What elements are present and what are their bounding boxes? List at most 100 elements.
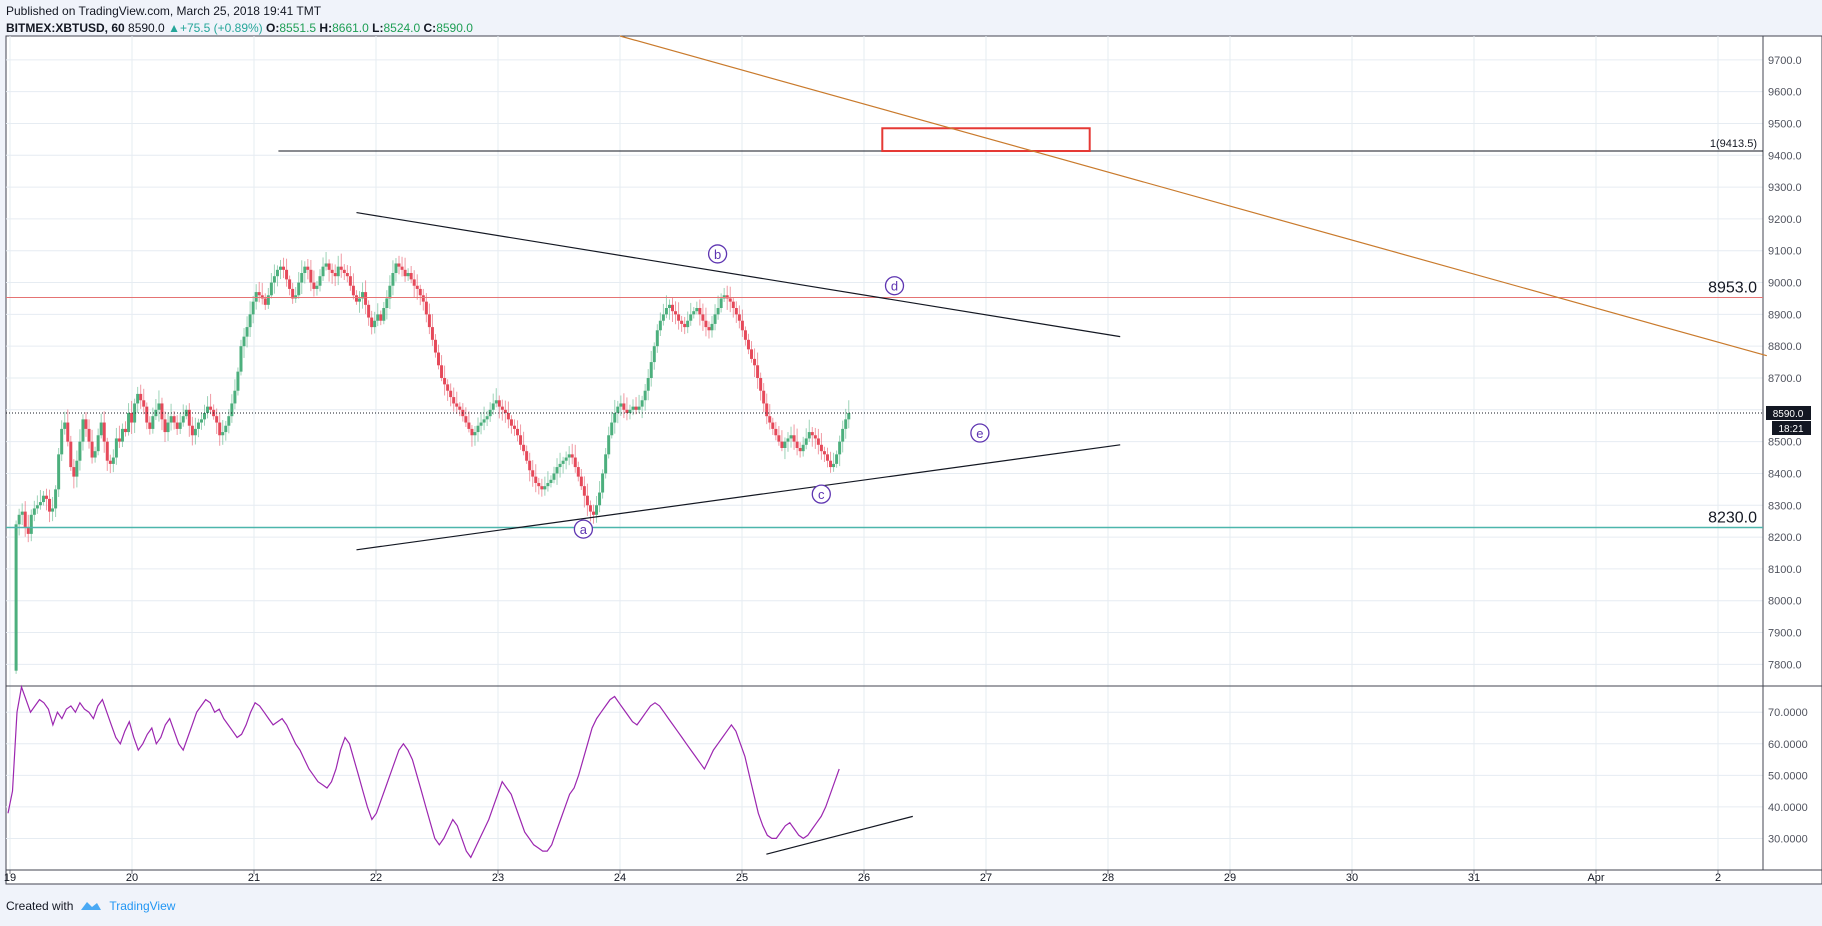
y-tick-label: 8700.0: [1768, 373, 1802, 385]
candle-body: [689, 314, 693, 321]
candle-body: [342, 269, 346, 274]
candle-body: [312, 282, 316, 289]
y-tick-label: 9400.0: [1768, 150, 1802, 162]
candle-body: [494, 400, 498, 404]
x-tick-label: 20: [126, 872, 138, 884]
wave-label-b: b: [714, 247, 721, 262]
candle-body: [512, 425, 516, 429]
candle-body: [832, 463, 836, 468]
candle-body: [707, 327, 711, 331]
candle-body: [96, 435, 100, 452]
candle-body: [604, 454, 608, 474]
wave-label-circle: [707, 244, 728, 264]
candle-body: [251, 301, 255, 315]
candle-body: [786, 438, 790, 442]
footer: Created with TradingView: [6, 899, 175, 913]
candle-body: [160, 403, 164, 420]
y-tick-label: 8500.0: [1768, 437, 1802, 449]
y-tick-label: 9200.0: [1768, 214, 1802, 226]
candle-body: [588, 505, 592, 512]
candle-body: [288, 279, 292, 289]
candle-body: [807, 432, 811, 439]
candle-body: [215, 416, 219, 423]
candle-body: [29, 514, 33, 534]
symbol-name[interactable]: BITMEX:XBTUSD, 60: [6, 21, 125, 35]
candle-body: [124, 428, 128, 433]
candle-body: [60, 428, 64, 455]
candle-body: [318, 276, 322, 286]
candle-body: [759, 377, 763, 391]
candle-body: [692, 311, 696, 315]
candle-body: [841, 428, 845, 442]
open-value: 8551.5: [279, 21, 317, 35]
candle-body: [835, 454, 839, 464]
candle-body: [722, 295, 726, 299]
x-tick-label: 28: [1102, 872, 1114, 884]
candle-body: [686, 320, 690, 328]
candle-body: [199, 419, 203, 423]
triangle-lower-line: [356, 444, 1121, 551]
published-caption: Published on TradingView.com, March 25, …: [6, 4, 322, 18]
candle-body: [266, 295, 270, 305]
candle-body: [20, 511, 24, 515]
candle-body: [315, 285, 319, 289]
candle-body: [847, 412, 851, 420]
candle-body: [78, 441, 82, 461]
candle-body: [467, 422, 471, 429]
candle-body: [440, 365, 444, 378]
candle-body: [379, 314, 383, 321]
candle-body: [437, 352, 441, 366]
candle-body: [658, 320, 662, 331]
candle-body: [148, 422, 152, 429]
candle-body: [90, 441, 94, 458]
candle-body: [771, 422, 775, 429]
candle-body: [661, 314, 665, 321]
candle-body: [734, 308, 738, 315]
candle-body: [631, 406, 635, 410]
candle-body: [321, 266, 325, 277]
candle-body: [713, 314, 717, 324]
candle-body: [497, 400, 501, 407]
candle-body: [412, 279, 416, 286]
candle-body: [348, 276, 352, 286]
last-price-badge-text: 8590.0: [1773, 409, 1804, 420]
candle-body: [120, 428, 124, 442]
candle-body: [151, 416, 155, 429]
candle-body: [838, 441, 842, 455]
candle-body: [601, 473, 605, 493]
y-tick-label: 8100.0: [1768, 564, 1802, 576]
candle-body: [63, 422, 67, 429]
candle-body: [519, 435, 523, 445]
candle-body: [719, 298, 723, 309]
tradingview-brand[interactable]: TradingView: [109, 899, 176, 913]
candle-body: [804, 438, 808, 445]
y-tick-label: 9500.0: [1768, 118, 1802, 130]
candle-body: [230, 403, 234, 417]
x-tick-label: Apr: [1587, 872, 1604, 884]
y-tick-label: 9100.0: [1768, 246, 1802, 258]
x-tick-label: 19: [4, 872, 16, 884]
candle-body: [309, 269, 313, 283]
candle-body: [102, 422, 106, 442]
candle-body: [388, 285, 392, 299]
candle-body: [233, 390, 237, 404]
candle-body: [166, 422, 170, 433]
candle-body: [667, 304, 671, 309]
rsi-tick-label: 70.0000: [1768, 707, 1808, 719]
candle-body: [446, 384, 450, 391]
y-tick-label: 9300.0: [1768, 182, 1802, 194]
candle-body: [41, 495, 45, 503]
x-tick-label: 31: [1468, 872, 1480, 884]
candle-body: [677, 314, 681, 321]
candle-body: [269, 282, 273, 296]
x-tick-label: 30: [1346, 872, 1358, 884]
candle-body: [452, 397, 456, 404]
low-label: L:: [372, 21, 384, 35]
candle-body: [169, 416, 173, 423]
candle-body: [701, 314, 705, 321]
candle-body: [649, 362, 653, 378]
candle-body: [72, 467, 76, 477]
candle-body: [108, 460, 112, 464]
rsi-divergence-line: [766, 815, 913, 855]
